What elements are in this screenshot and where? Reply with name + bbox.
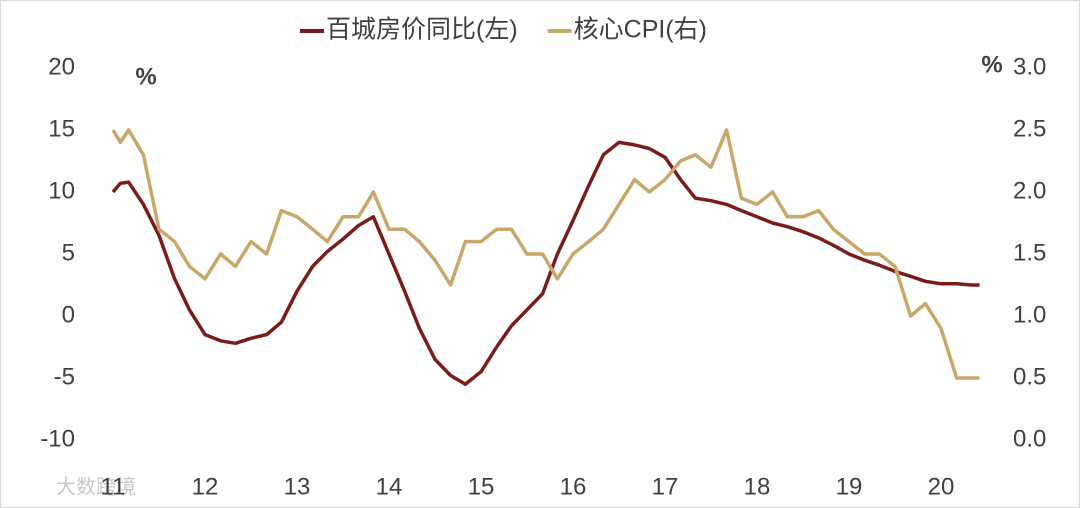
legend-label: 百城房价同比(左): [326, 16, 518, 44]
y-tick-label: 15: [48, 115, 75, 142]
x-tick-label: 15: [468, 473, 495, 500]
y-tick-label: 20: [48, 53, 75, 80]
legend-label: 核心CPI(右): [574, 16, 707, 44]
x-tick-label: 17: [652, 473, 679, 500]
y2-tick-label: 2.5: [1013, 115, 1046, 142]
y-tick-label: 5: [62, 239, 75, 266]
legend: 百城房价同比(左) 核心CPI(右): [300, 16, 707, 44]
x-tick-label: 14: [376, 473, 403, 500]
x-tick-label: 20: [928, 473, 955, 500]
x-tick-label: 19: [836, 473, 863, 500]
watermark: 大数跨境: [56, 475, 136, 498]
x-tick-label: 18: [744, 473, 771, 500]
y2-tick-label: 2.0: [1013, 177, 1046, 204]
series-line: [111, 140, 980, 386]
y-tick-label: 0: [62, 301, 75, 328]
y2-tick-label: 1.0: [1013, 301, 1046, 328]
x-tick-label: 11: [101, 473, 126, 500]
y-unit: %: [135, 63, 156, 90]
x-tick-label: 13: [284, 473, 311, 500]
y2-tick-label: 0.0: [1013, 425, 1046, 452]
y-tick-label: -10: [40, 425, 75, 452]
y2-tick-label: 0.5: [1013, 363, 1046, 390]
y2-unit: %: [981, 51, 1002, 78]
x-tick-label: 16: [560, 473, 587, 500]
y2-tick-label: 3.0: [1013, 53, 1046, 80]
y-tick-label: -5: [54, 363, 75, 390]
series-line: [111, 128, 980, 380]
x-tick-label: 12: [192, 473, 219, 500]
y-tick-label: 10: [48, 177, 75, 204]
y2-tick-label: 1.5: [1013, 239, 1046, 266]
